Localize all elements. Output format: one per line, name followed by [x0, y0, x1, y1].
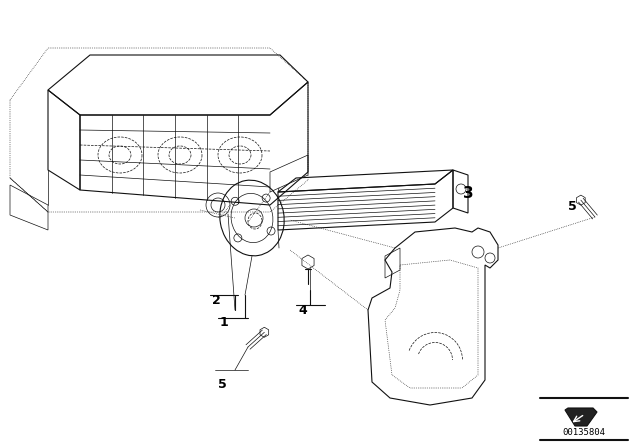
Text: 1: 1: [220, 316, 228, 329]
Text: 5: 5: [568, 200, 577, 213]
Text: 00135804: 00135804: [563, 428, 605, 437]
Text: 4: 4: [298, 304, 307, 317]
Text: 5: 5: [218, 378, 227, 391]
Polygon shape: [565, 408, 597, 426]
Text: 3: 3: [463, 185, 474, 201]
Text: 2: 2: [212, 294, 221, 307]
